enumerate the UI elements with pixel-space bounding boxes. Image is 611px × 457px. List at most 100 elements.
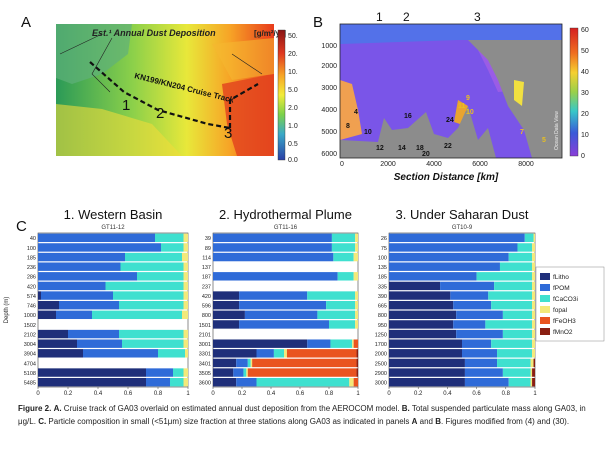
bar-segment-flitho xyxy=(389,368,465,377)
x-tick-label: 0 xyxy=(387,391,391,397)
depth-tick-label: 5108 xyxy=(24,371,36,377)
bar-segment-fcaco3i xyxy=(488,291,533,300)
depth-tick-label: 5485 xyxy=(24,381,36,387)
bar-segment-fopal xyxy=(530,358,534,368)
bar-segment-fopal xyxy=(532,262,535,271)
caption-text-c: Particle composition in small (<51μm) si… xyxy=(46,417,412,426)
bar-segment-flitho xyxy=(213,358,237,368)
bar-segment-ffeoh3 xyxy=(252,358,357,368)
bar-segment-fcaco3i xyxy=(476,272,533,281)
depth-tick-label: 4704 xyxy=(24,361,36,367)
bar-segment-fpom xyxy=(41,291,113,300)
section-x-label: Section Distance [km] xyxy=(394,172,499,183)
section-y-tick: 2000 xyxy=(321,63,337,70)
map-station-2: 2 xyxy=(156,105,164,122)
bar-segment-fpom xyxy=(453,320,486,329)
map-cb-tick: 2.0 xyxy=(288,105,298,112)
depth-tick-label: 596 xyxy=(202,304,211,310)
bar-segment-fmno2 xyxy=(356,368,358,377)
legend-label: fopal xyxy=(553,307,568,314)
section-seafloor-west xyxy=(340,106,496,158)
bar-segment-fopal xyxy=(353,272,358,281)
bar-segment-fcaco3i xyxy=(331,233,356,243)
depth-tick-label: 100 xyxy=(378,255,387,261)
caption-label: Figure 2. xyxy=(18,404,52,413)
depth-tick-label: 3401 xyxy=(199,361,211,367)
map-station-1: 1 xyxy=(122,97,130,114)
section-x-tick: 6000 xyxy=(472,161,488,168)
bar-segment-fpom xyxy=(389,272,477,281)
bar-segment-fopal xyxy=(183,243,188,252)
section-colorbar-ticks: 60 50 40 30 20 10 0 xyxy=(581,27,589,160)
map-ocean-south xyxy=(56,104,182,156)
bar-segment-fpom xyxy=(236,358,248,368)
section-cb-tick: 40 xyxy=(581,69,589,76)
bar-segment-fpom xyxy=(233,368,244,377)
bar-segment-fpom xyxy=(440,281,495,291)
bar-segment-fopal xyxy=(532,329,535,339)
bar-segment-fcaco3i xyxy=(502,310,533,320)
bar-segment-fpom xyxy=(68,329,119,339)
section-x-tick: 0 xyxy=(340,161,344,168)
section-top-label-2: 2 xyxy=(403,10,410,24)
bar-segment-flitho xyxy=(389,339,462,348)
bar-segment-fopal xyxy=(183,368,188,377)
bar-segment-fmno2 xyxy=(356,358,358,368)
map-cb-tick: 50. xyxy=(288,33,298,40)
bar-segment-flitho xyxy=(38,377,146,387)
section-cell-label: 8 xyxy=(346,123,350,130)
depth-tick-label: 39 xyxy=(205,236,211,242)
depth-tick-label: 1502 xyxy=(24,323,36,329)
bar-segment-fopal xyxy=(355,310,358,320)
bar-segment-fpom xyxy=(239,291,308,300)
bar-segment-fpom xyxy=(213,243,332,252)
bar-segment-fopal xyxy=(355,320,358,329)
section-cb-tick: 0 xyxy=(581,153,585,160)
section-cb-tick: 60 xyxy=(581,27,589,34)
bar-segment-fopal xyxy=(530,368,533,377)
figure-caption: Figure 2. A. Cruise track of GA03 overla… xyxy=(18,402,598,428)
bar-segment-fcaco3i xyxy=(329,320,356,329)
map-coastlines xyxy=(59,33,263,93)
bar-segment-fpom xyxy=(450,291,489,300)
depth-tick-label: 114 xyxy=(202,255,211,261)
bar-segment-fpom xyxy=(38,252,125,262)
x-tick-label: 0.2 xyxy=(64,391,73,397)
section-cell-label: 9 xyxy=(466,95,470,102)
bar-segment-fpom xyxy=(244,310,318,320)
bar-segment-fcaco3i xyxy=(497,349,533,358)
bar-segment-fopal xyxy=(353,252,358,262)
depth-tick-label: 100 xyxy=(27,246,36,252)
bar-segment-fpom xyxy=(389,252,509,262)
section-y-ticks: 1000 2000 3000 4000 5000 6000 xyxy=(321,43,337,158)
bar-segment-fopal xyxy=(352,339,354,348)
bar-segment-fmno2 xyxy=(356,349,358,358)
depth-tick-label: 2102 xyxy=(24,332,36,338)
bar-segment-ffeoh3 xyxy=(353,339,358,348)
bar-segment-fpom xyxy=(256,349,274,358)
bar-segment-fpom xyxy=(38,281,106,291)
section-cell-label: 4 xyxy=(354,109,358,116)
bar-segment-fpom xyxy=(464,358,498,368)
section-cell-label: 22 xyxy=(444,143,452,150)
section-plot: 1000 2000 3000 4000 5000 6000 0 2000 40 0… xyxy=(321,10,589,183)
depth-tick-label: 26 xyxy=(381,236,387,242)
x-tick-label: 0.4 xyxy=(443,391,452,397)
depth-tick-label: 3001 xyxy=(199,342,211,348)
map-dust-north xyxy=(212,38,274,80)
bar-segment-fpom xyxy=(83,349,158,358)
section-cell-label: 12 xyxy=(376,145,384,152)
bar-segment-fpom xyxy=(462,349,498,358)
bar-segment-fopal xyxy=(532,291,535,300)
bar-segment-fcaco3i xyxy=(307,291,356,300)
caption-text-b: Total suspended particulate mass along G… xyxy=(18,404,586,426)
bar-segment-fcaco3i xyxy=(247,358,251,368)
bar-segment-fpom xyxy=(239,300,327,310)
x-tick-label: 0.8 xyxy=(325,391,334,397)
depth-tick-label: 390 xyxy=(378,294,387,300)
map-cruise-track-leg2 xyxy=(228,83,259,128)
bar-segment-ffeoh3 xyxy=(247,368,357,377)
section-cell-label: 24 xyxy=(446,117,454,124)
bar-segment-fcaco3i xyxy=(105,281,184,291)
panel-letter-b: B xyxy=(313,14,324,31)
